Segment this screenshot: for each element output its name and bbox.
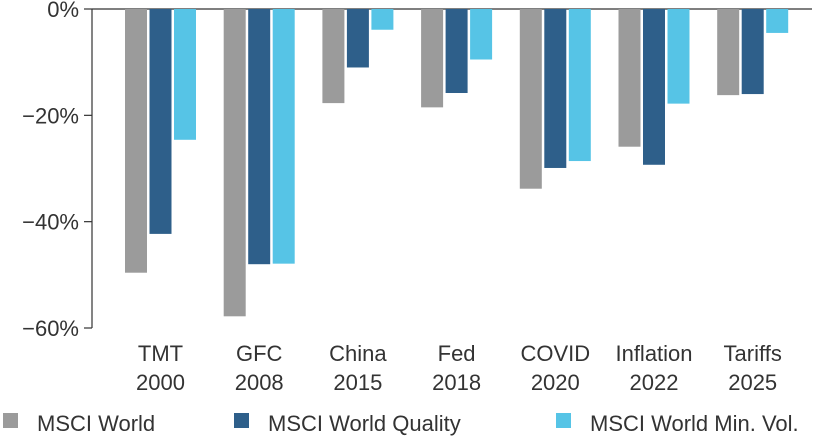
bar-msci-world-covid — [519, 9, 542, 189]
bar-msci-world-min-vol-tmt — [174, 9, 196, 140]
y-tick-label: −60% — [22, 316, 79, 341]
legend-swatch — [234, 413, 249, 428]
bar-msci-world-quality-china — [346, 9, 369, 68]
y-axis: 0% −20% −40% −60% — [22, 0, 812, 341]
x-category-label: GFC 2008 — [235, 341, 284, 395]
bar-msci-world-tmt — [125, 9, 147, 273]
x-category-label: China 2015 — [329, 341, 387, 395]
x-category-label: TMT 2000 — [136, 341, 185, 395]
x-category-label: COVID 2020 — [520, 341, 590, 395]
y-tick-label: −40% — [22, 210, 79, 235]
bar-msci-world-quality-tariffs — [741, 9, 764, 95]
bar-msci-world-min-vol-fed — [470, 9, 493, 60]
bar-msci-world-china — [322, 9, 345, 104]
bar-msci-world-fed — [421, 9, 444, 108]
bar-msci-world-quality-inflation — [643, 9, 665, 165]
bar-msci-world-gfc — [223, 9, 246, 317]
bars — [125, 9, 789, 317]
legend-label: MSCI World Min. Vol. — [590, 411, 799, 436]
y-tick-label: −20% — [22, 103, 79, 128]
bar-msci-world-inflation — [618, 9, 641, 147]
legend: MSCI World MSCI World Quality MSCI World M… — [3, 411, 799, 436]
bar-msci-world-min-vol-china — [371, 9, 394, 30]
legend-swatch — [556, 413, 571, 428]
x-category-label: Fed 2018 — [432, 341, 481, 395]
legend-label: MSCI World Quality — [268, 411, 461, 436]
x-category-label: Inflation 2022 — [615, 341, 692, 395]
bar-msci-world-tariffs — [717, 9, 740, 96]
bar-msci-world-quality-tmt — [149, 9, 172, 234]
bar-msci-world-quality-fed — [445, 9, 468, 94]
bar-msci-world-quality-gfc — [248, 9, 271, 265]
bar-msci-world-min-vol-gfc — [272, 9, 295, 264]
bar-msci-world-min-vol-tariffs — [766, 9, 789, 33]
x-axis: TMT 2000 GFC 2008 China 2015 Fed 2018 COVID 2020 I… — [136, 341, 782, 395]
bar-msci-world-min-vol-covid — [568, 9, 591, 162]
legend-swatch — [3, 413, 18, 428]
x-category-label: Tariffs 2025 — [724, 341, 782, 395]
bar-msci-world-quality-covid — [544, 9, 567, 168]
bar-msci-world-min-vol-inflation — [667, 9, 690, 104]
y-tick-label: 0% — [47, 0, 79, 22]
legend-label: MSCI World — [37, 411, 155, 436]
